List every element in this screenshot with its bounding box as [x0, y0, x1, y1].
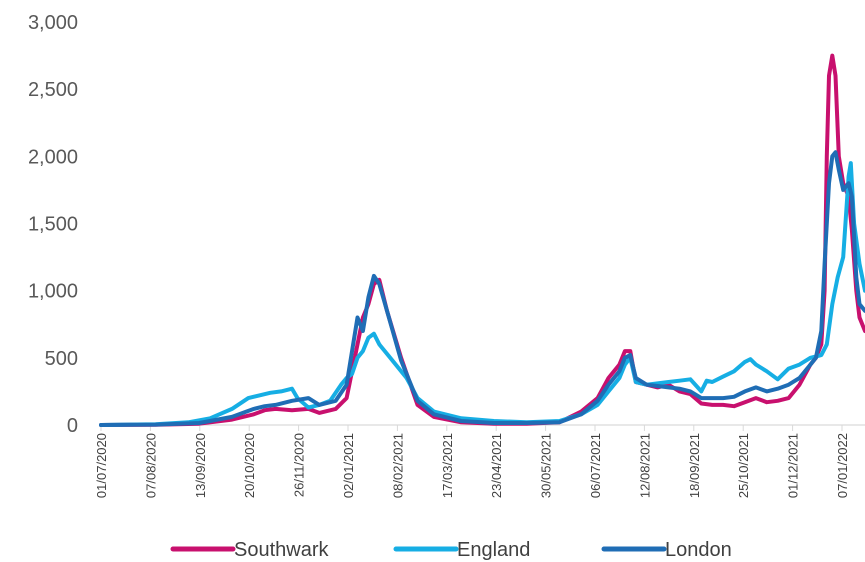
series-line-southwark	[99, 53, 865, 427]
legend-label-england: England	[457, 539, 530, 561]
y-tick-label: 2,000	[28, 146, 78, 168]
x-tick-label: 02/01/2021	[341, 433, 356, 498]
x-tick-label: 07/08/2020	[143, 433, 158, 498]
y-tick-label: 2,500	[28, 79, 78, 101]
legend: Southwark England London	[170, 539, 732, 561]
x-tick-label: 20/10/2020	[242, 433, 257, 498]
y-tick-label: 0	[67, 415, 78, 437]
series-line-england	[99, 161, 865, 427]
x-tick-label: 23/04/2021	[489, 433, 504, 498]
y-tick-label: 1,000	[28, 281, 78, 303]
x-tick-label: 06/07/2021	[588, 433, 603, 498]
x-tick-label: 18/09/2021	[687, 433, 702, 498]
x-tick-label: 08/02/2021	[390, 433, 405, 498]
x-tick-label: 30/05/2021	[539, 433, 554, 498]
x-axis-tick-labels: 01/07/2020 07/08/2020 13/09/2020 20/10/2020…	[94, 425, 850, 498]
x-tick-label: 01/12/2021	[786, 433, 801, 498]
x-tick-label: 07/01/2022	[835, 433, 850, 498]
x-tick-label: 13/09/2020	[193, 433, 208, 498]
x-tick-label: 17/03/2021	[440, 433, 455, 498]
series-lines	[99, 53, 865, 427]
y-axis-tick-labels: 0 500 1,000 1,500 2,000 2,500 3,000	[28, 12, 78, 437]
x-tick-label: 01/07/2020	[94, 433, 109, 498]
legend-label-london: London	[665, 539, 732, 561]
x-tick-label: 12/08/2021	[637, 433, 652, 498]
legend-label-southwark: Southwark	[234, 539, 329, 561]
y-tick-label: 500	[45, 348, 78, 370]
y-tick-label: 1,500	[28, 214, 78, 236]
x-tick-label: 26/11/2020	[292, 433, 307, 497]
x-tick-label: 25/10/2021	[736, 433, 751, 498]
y-tick-label: 3,000	[28, 12, 78, 34]
series-line-london	[99, 150, 865, 427]
